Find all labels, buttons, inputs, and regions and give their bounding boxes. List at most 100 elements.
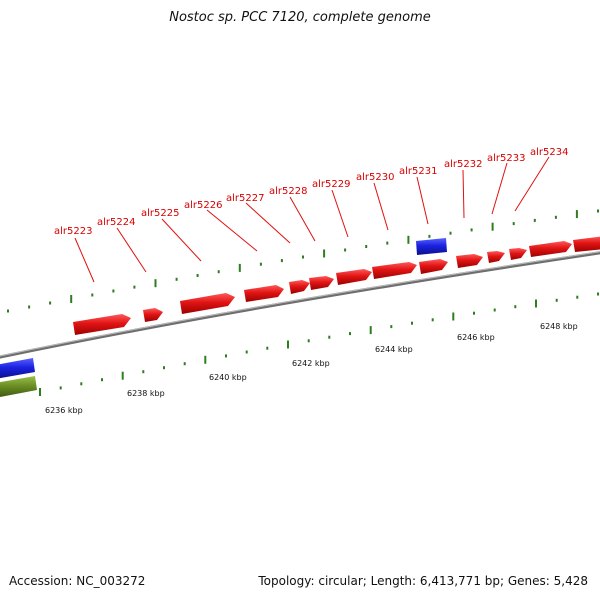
minor-tick bbox=[597, 292, 599, 296]
gene-label[interactable]: alr5232 bbox=[444, 159, 482, 170]
minor-tick bbox=[59, 386, 62, 390]
major-tick bbox=[491, 222, 494, 231]
minor-tick bbox=[266, 346, 269, 350]
lower-tick-row bbox=[39, 292, 599, 396]
major-tick bbox=[39, 388, 41, 396]
gene-arrow[interactable] bbox=[529, 241, 572, 257]
gene-arrow[interactable] bbox=[309, 276, 334, 290]
minor-tick bbox=[225, 354, 227, 358]
major-tick bbox=[369, 326, 372, 335]
major-tick bbox=[121, 371, 124, 380]
kbp-label: 6242 kbp bbox=[292, 359, 330, 368]
gene-arrow[interactable] bbox=[509, 248, 527, 260]
minor-tick bbox=[597, 209, 599, 213]
genome-summary-text: Topology: circular; Length: 6,413,771 bp… bbox=[258, 574, 588, 588]
kbp-label: 6246 kbp bbox=[457, 333, 495, 342]
gene-arrow[interactable] bbox=[244, 285, 284, 302]
gene-arrow[interactable] bbox=[73, 314, 131, 335]
minor-tick bbox=[307, 339, 310, 343]
minor-tick bbox=[91, 293, 94, 297]
minor-tick bbox=[514, 305, 517, 309]
gene-arrow[interactable] bbox=[372, 262, 417, 279]
major-tick bbox=[535, 299, 537, 308]
minor-tick bbox=[175, 277, 178, 281]
minor-tick bbox=[217, 270, 220, 274]
forward-strand-genes bbox=[73, 236, 600, 335]
accession-text: Accession: NC_003272 bbox=[9, 574, 146, 588]
genome-backbone-highlight bbox=[0, 251, 600, 357]
gene-label[interactable]: alr5230 bbox=[356, 172, 394, 183]
kbp-label: 6248 kbp bbox=[540, 322, 578, 331]
gene-label[interactable]: alr5228 bbox=[269, 186, 307, 197]
minor-tick bbox=[133, 285, 136, 289]
gene-arrow[interactable] bbox=[336, 269, 372, 285]
minor-tick bbox=[280, 259, 283, 263]
major-tick bbox=[287, 340, 289, 349]
gene-arrow[interactable] bbox=[289, 280, 310, 294]
minor-tick bbox=[349, 332, 351, 336]
gene-leader-lines bbox=[74, 156, 550, 283]
minor-tick bbox=[328, 335, 331, 339]
minor-tick bbox=[302, 255, 304, 259]
minor-tick bbox=[183, 362, 186, 366]
major-tick bbox=[575, 210, 578, 219]
kbp-label: 6240 kbp bbox=[209, 373, 247, 382]
genome-backbone bbox=[0, 251, 600, 359]
major-tick bbox=[407, 235, 410, 244]
minor-tick bbox=[449, 231, 452, 235]
gene-label[interactable]: alr5227 bbox=[226, 193, 264, 204]
kbp-scale-labels: 6236 kbp 6238 kbp 6240 kbp 6242 kbp 6244… bbox=[45, 322, 578, 415]
major-tick bbox=[238, 263, 241, 272]
gene-block[interactable] bbox=[0, 376, 37, 398]
minor-tick bbox=[493, 308, 496, 312]
gene-label[interactable]: alr5234 bbox=[530, 147, 568, 158]
minor-tick bbox=[411, 321, 413, 325]
gene-arrow[interactable] bbox=[573, 236, 600, 252]
major-tick bbox=[154, 279, 157, 288]
minor-tick bbox=[390, 325, 393, 329]
minor-tick bbox=[80, 382, 83, 386]
minor-tick bbox=[163, 366, 165, 370]
minor-tick bbox=[112, 289, 115, 293]
gene-arrow[interactable] bbox=[419, 259, 448, 274]
minor-tick bbox=[512, 222, 515, 226]
minor-tick bbox=[196, 274, 199, 277]
gene-arrow[interactable] bbox=[487, 251, 505, 263]
gene-arrow[interactable] bbox=[180, 293, 235, 314]
minor-tick bbox=[365, 245, 368, 248]
minor-tick bbox=[533, 218, 536, 222]
gene-block[interactable] bbox=[416, 238, 447, 255]
minor-tick bbox=[245, 350, 248, 354]
minor-tick bbox=[470, 228, 473, 232]
minor-tick bbox=[101, 378, 103, 382]
major-tick bbox=[452, 312, 455, 321]
minor-tick bbox=[344, 248, 347, 252]
minor-tick bbox=[555, 298, 558, 302]
minor-tick bbox=[142, 370, 145, 374]
major-tick bbox=[70, 295, 73, 303]
gene-label[interactable]: alr5229 bbox=[312, 179, 350, 190]
minor-tick bbox=[576, 295, 579, 299]
minor-tick bbox=[49, 301, 52, 305]
major-tick bbox=[323, 249, 326, 258]
gene-arrow[interactable] bbox=[143, 308, 163, 322]
gene-block[interactable] bbox=[0, 358, 35, 379]
gene-label[interactable]: alr5224 bbox=[97, 217, 135, 228]
gene-label[interactable]: alr5223 bbox=[54, 226, 92, 237]
gene-label[interactable]: alr5225 bbox=[141, 208, 179, 219]
gene-label[interactable]: alr5226 bbox=[184, 200, 222, 211]
gene-label[interactable]: alr5231 bbox=[399, 166, 437, 177]
minor-tick bbox=[28, 305, 31, 309]
kbp-label: 6238 kbp bbox=[127, 389, 165, 398]
minor-tick bbox=[259, 262, 262, 266]
kbp-label: 6236 kbp bbox=[45, 406, 83, 415]
major-tick bbox=[204, 355, 207, 364]
gene-label[interactable]: alr5233 bbox=[487, 153, 525, 164]
kbp-label: 6244 kbp bbox=[375, 345, 413, 354]
minor-tick bbox=[473, 311, 475, 315]
gene-arrow[interactable] bbox=[456, 254, 483, 268]
map-title: Nostoc sp. PCC 7120, complete genome bbox=[169, 10, 431, 25]
blue-genes bbox=[0, 238, 447, 379]
upper-tick-row bbox=[7, 209, 599, 313]
